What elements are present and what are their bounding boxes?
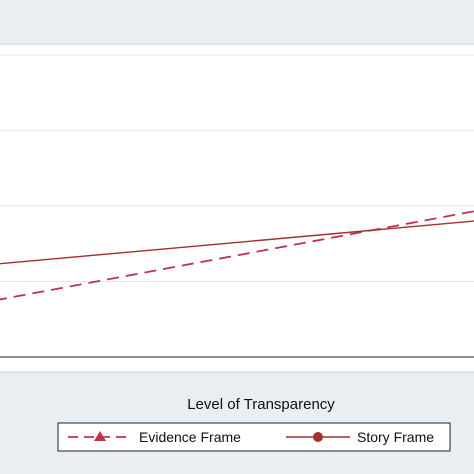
legend-story-label: Story Frame [357, 429, 434, 445]
x-axis-label: Level of Transparency [187, 396, 335, 413]
legend-triangle-icon [94, 431, 106, 441]
series-line-evidence-frame [0, 210, 474, 301]
legend-circle-icon [313, 432, 323, 442]
grid-layer [0, 54, 474, 282]
series-line-story-frame [0, 220, 474, 265]
series-layer [0, 210, 474, 301]
plot-area [0, 45, 474, 372]
legend-evidence-label: Evidence Frame [139, 429, 241, 445]
title-strip [0, 0, 474, 44]
